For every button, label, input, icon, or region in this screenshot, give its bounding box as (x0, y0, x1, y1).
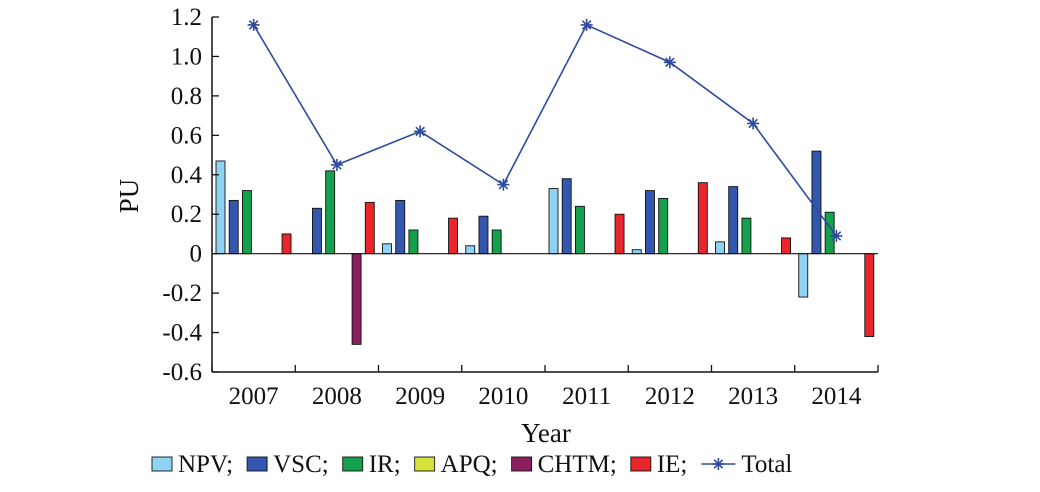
total-point-2010 (497, 178, 510, 191)
bar-ir-2013 (741, 217, 752, 255)
bar-ir-2011 (574, 205, 585, 255)
x-tick-label: 2013 (728, 383, 778, 410)
bar-vsc-2009 (395, 199, 406, 255)
bar-chtm-2008 (351, 253, 362, 345)
x-tick-label: 2007 (229, 383, 279, 410)
asterisk-stroke (713, 459, 724, 469)
y-tick-label: 1.2 (171, 4, 202, 31)
y-tick-label: -0.6 (162, 359, 202, 386)
total-line (252, 23, 838, 237)
y-tick-label: 0.4 (171, 162, 203, 189)
bar-ie-2013 (781, 237, 791, 255)
bar-ie-2011 (614, 213, 625, 255)
y-axis-title: PU (114, 179, 144, 214)
legend-marker-total (712, 458, 725, 470)
x-tick-label: 2008 (312, 383, 362, 410)
bar-ir-2010 (491, 229, 502, 255)
bar-ir-2007 (241, 190, 252, 255)
asterisk-stroke (748, 118, 758, 129)
total-point-2014 (830, 229, 843, 242)
asterisk-stroke (248, 20, 259, 30)
bar-vsc-2007 (228, 199, 239, 255)
legend: NPV; VSC; IR; APQ; CHTM; IE; Total (151, 451, 792, 478)
bar-ir-2009 (408, 229, 419, 255)
bar-npv-2014 (798, 253, 809, 298)
total-line-layer (247, 18, 843, 242)
y-tick-labels: 1.2 1.0 0.8 0.6 0.4 0.2 0 -0.2 -0.4 -0.6 (162, 4, 219, 386)
bar-vsc-2008 (312, 207, 322, 255)
bar-vsc-2014 (811, 150, 822, 255)
x-tick-labels: 2007 2008 2009 2010 2011 2012 2013 2014 (211, 365, 879, 410)
asterisk-stroke (498, 179, 509, 190)
asterisk-stroke (332, 160, 342, 170)
total-point-2009 (414, 125, 427, 138)
bar-npv-2010 (465, 245, 476, 255)
legend-swatch-ie (630, 456, 652, 472)
bar-ie-2009 (448, 217, 458, 255)
total-point-2012 (663, 56, 676, 69)
total-point-2013 (747, 117, 760, 130)
x-axis-title: Year (521, 418, 571, 448)
y-tick-label: 0.8 (171, 83, 202, 110)
y-tick-label: 0.6 (171, 122, 202, 149)
x-tick-label: 2011 (562, 383, 611, 410)
bar-ie-2014 (864, 253, 875, 337)
legend-label-apq: APQ; (441, 451, 498, 478)
axes-layer (211, 17, 878, 373)
total-point-2007 (247, 18, 260, 31)
asterisk-stroke (665, 57, 675, 68)
legend-swatch-npv (151, 456, 173, 472)
bars-layer (215, 150, 875, 345)
legend-label-total: Total (741, 451, 792, 478)
bar-npv-2009 (382, 243, 392, 255)
bar-ie-2012 (697, 182, 708, 255)
bar-vsc-2012 (645, 190, 655, 255)
y-tick-label: -0.2 (162, 280, 202, 307)
asterisk-stroke (831, 231, 842, 241)
legend-label-vsc: VSC; (273, 451, 329, 478)
bar-ir-2012 (658, 197, 669, 255)
legend-swatch-apq (414, 456, 436, 472)
x-tick-label: 2010 (478, 383, 528, 410)
legend-label-npv: NPV; (178, 451, 233, 478)
bar-vsc-2011 (561, 178, 572, 255)
legend-swatch-ir (342, 456, 364, 472)
total-point-2008 (330, 158, 343, 171)
x-tick-label: 2012 (645, 383, 695, 410)
y-tick-label: 0.2 (171, 201, 202, 228)
legend-swatch-chtm (511, 456, 533, 472)
y-tick-label: 0 (190, 241, 203, 268)
legend-label-ir: IR; (369, 451, 401, 478)
bar-vsc-2013 (728, 186, 739, 255)
legend-swatch-vsc (246, 456, 268, 472)
bar-ir-2008 (325, 170, 336, 255)
bar-ie-2008 (364, 201, 375, 255)
bar-vsc-2010 (478, 215, 489, 255)
asterisk-stroke (581, 20, 592, 30)
y-tick-label: 1.0 (171, 43, 202, 70)
bar-ie-2007 (281, 233, 292, 255)
asterisk-stroke (415, 126, 425, 137)
x-tick-label: 2014 (811, 383, 862, 410)
x-tick-label: 2009 (395, 383, 445, 410)
legend-label-chtm: CHTM; (538, 451, 617, 478)
total-point-2011 (580, 18, 593, 31)
y-tick-label: -0.4 (162, 320, 202, 347)
bar-npv-2011 (548, 188, 559, 255)
bar-npv-2013 (715, 241, 725, 255)
legend-label-ie: IE; (657, 451, 688, 478)
